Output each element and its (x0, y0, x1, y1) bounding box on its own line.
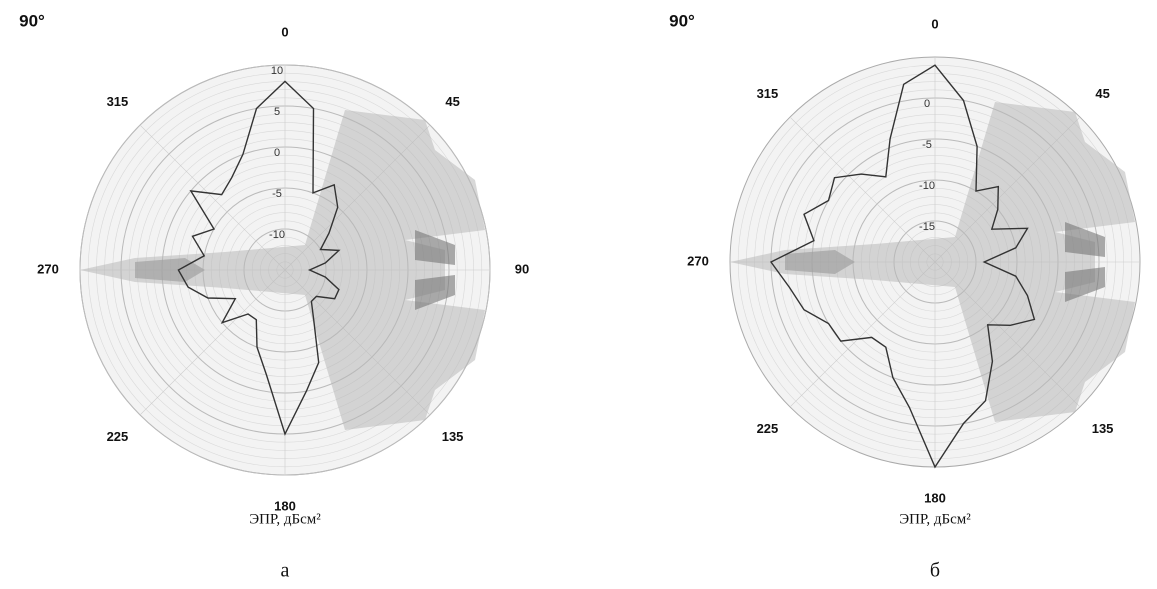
angle-label: 0 (931, 16, 938, 31)
angle-label: 270 (37, 261, 59, 276)
caption: б (930, 560, 940, 582)
corner-label: 90° (669, 11, 695, 30)
r-tick-label: -5 (922, 139, 932, 151)
angle-label: 180 (924, 490, 946, 505)
angle-label: 135 (442, 429, 464, 444)
caption: а (281, 560, 290, 582)
angle-label: 315 (107, 94, 129, 109)
r-tick-label: 0 (924, 98, 930, 110)
r-tick-label: -15 (919, 221, 935, 233)
r-tick-label: -10 (919, 180, 935, 192)
r-tick-label: 10 (271, 65, 283, 77)
axis-label: ЭПР, дБсм² (899, 511, 971, 527)
angle-label: 270 (687, 253, 709, 268)
figure: 10 5 0 -5 -10 0 45 90 135 180 225 270 315 90° ЭПР, дБс… (0, 0, 1157, 589)
angle-label: 45 (445, 94, 459, 109)
angle-label: 90 (515, 261, 529, 276)
axis-label: ЭПР, дБсм² (249, 511, 321, 527)
r-tick-label: 5 (274, 106, 280, 118)
angle-label: 225 (757, 421, 779, 436)
angle-label: 135 (1092, 421, 1114, 436)
angle-label: 45 (1095, 86, 1109, 101)
corner-label: 90° (19, 11, 45, 30)
angle-label: 0 (281, 24, 288, 39)
r-tick-label: -10 (269, 229, 285, 241)
r-tick-label: 0 (274, 147, 280, 159)
angle-label: 315 (757, 86, 779, 101)
angle-label: 225 (107, 429, 129, 444)
r-tick-label: -5 (272, 188, 282, 200)
